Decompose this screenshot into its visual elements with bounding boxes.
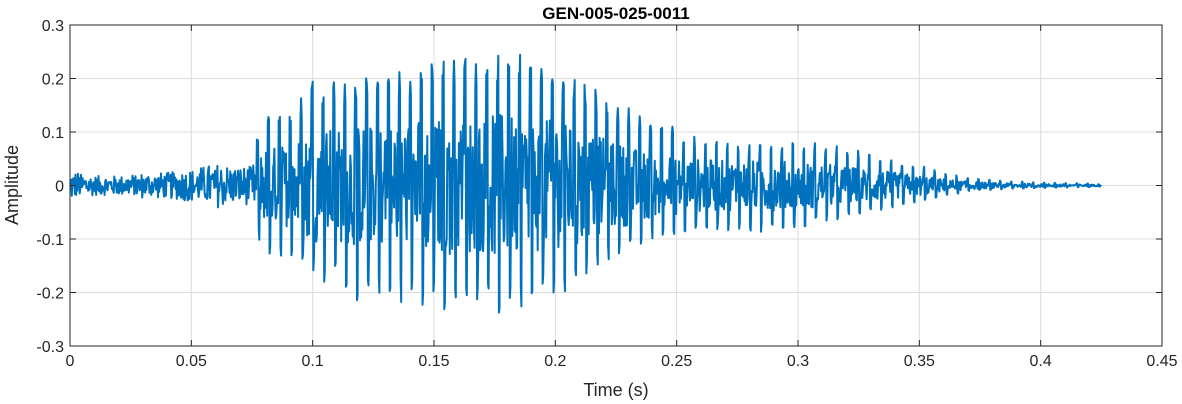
x-tick-label: 0.3 [787, 353, 809, 370]
chart-title: GEN-005-025-0011 [542, 4, 689, 23]
x-tick-label: 0.2 [544, 353, 566, 370]
x-tick-label: 0.45 [1146, 353, 1177, 370]
x-tick-label: 0.1 [302, 353, 324, 370]
y-axis-label: Amplitude [2, 145, 22, 225]
waveform-series-line [69, 53, 1102, 314]
y-tick-label: -0.3 [36, 339, 64, 356]
x-tick-label: 0 [66, 353, 75, 370]
y-tick-label: 0.1 [42, 125, 64, 142]
x-tick-label: 0.15 [418, 353, 449, 370]
y-axis-ticks: -0.3 -0.2 -0.1 0 0.1 0.2 0.3 [36, 18, 1162, 356]
y-tick-label: -0.1 [36, 232, 64, 249]
x-tick-label: 0.25 [661, 353, 692, 370]
y-tick-label: 0.3 [42, 18, 64, 35]
x-axis-label: Time (s) [583, 380, 648, 400]
y-tick-label: 0.2 [42, 72, 64, 89]
x-tick-label: 0.4 [1030, 353, 1052, 370]
x-tick-label: 0.35 [904, 353, 935, 370]
y-tick-label: 0 [55, 179, 64, 196]
x-tick-label: 0.05 [176, 353, 207, 370]
x-axis-ticks: 0 0.05 0.1 0.15 0.2 0.25 0.3 0.35 0.4 0.45 [66, 25, 1178, 370]
y-tick-label: -0.2 [36, 286, 64, 303]
